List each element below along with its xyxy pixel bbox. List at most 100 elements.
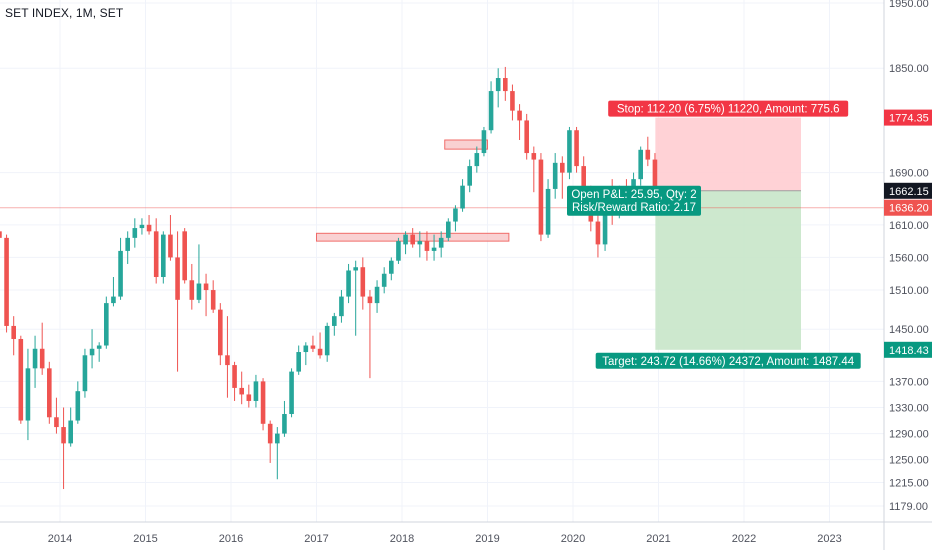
candle xyxy=(18,335,24,424)
candle-body xyxy=(303,345,309,353)
time-tick-label: 2016 xyxy=(219,533,243,545)
price-tick-label: 1250.00 xyxy=(889,455,929,467)
target-price-tag-bg xyxy=(884,341,932,358)
candle-body xyxy=(367,296,373,304)
candle-body xyxy=(538,159,544,235)
candle xyxy=(396,237,401,264)
candle-body xyxy=(360,267,366,297)
candle-body xyxy=(374,286,380,304)
candle-body xyxy=(289,371,294,415)
candle-body xyxy=(218,309,223,356)
candle-body xyxy=(510,91,515,111)
candle-body xyxy=(389,260,394,274)
candle-body xyxy=(282,414,287,434)
target-label-text: Target: 243.72 (14.66%) 24372, Amount: 1… xyxy=(602,356,855,368)
candle-body xyxy=(481,130,487,154)
candle-body xyxy=(118,250,123,297)
candle xyxy=(225,316,230,398)
target-label: Target: 243.72 (14.66%) 24372, Amount: 1… xyxy=(595,352,861,369)
candle-body xyxy=(196,283,202,300)
candle xyxy=(453,205,458,232)
price-tick-label: 1560.00 xyxy=(889,252,929,264)
candle-body xyxy=(595,221,601,245)
candle-body xyxy=(567,130,572,173)
candle xyxy=(260,378,266,431)
candle xyxy=(96,342,102,362)
stop-label: Stop: 112.20 (6.75%) 11220, Amount: 775.… xyxy=(608,100,849,117)
candle xyxy=(182,228,187,284)
candle-body xyxy=(275,433,280,444)
price-tick-label: 1330.00 xyxy=(889,402,929,414)
candle-body xyxy=(324,325,330,356)
candle xyxy=(32,335,38,388)
candle-body xyxy=(410,234,415,245)
candle-body xyxy=(232,365,237,388)
candle-body xyxy=(453,208,458,222)
candle xyxy=(403,231,408,255)
candle xyxy=(68,407,73,447)
price-tick-label: 1179.00 xyxy=(889,501,928,513)
candle xyxy=(389,257,394,281)
candle xyxy=(275,427,280,480)
candle-body xyxy=(417,241,423,245)
candle xyxy=(446,218,451,242)
candle-body xyxy=(424,241,430,251)
candle xyxy=(517,104,522,141)
last-price-tag-bg xyxy=(884,199,932,216)
candle-body xyxy=(253,381,259,401)
candle xyxy=(218,303,223,366)
price-tick-label: 1215.00 xyxy=(889,478,929,490)
candle xyxy=(360,257,366,310)
candle-body xyxy=(652,159,658,191)
candle xyxy=(310,335,316,353)
target-label-bg xyxy=(595,352,861,369)
candle-body xyxy=(182,231,187,281)
candle-body xyxy=(161,234,166,278)
candle-body xyxy=(96,345,102,349)
candle-body xyxy=(446,221,451,238)
candle-body xyxy=(210,290,216,310)
candle-body xyxy=(381,273,387,287)
candle xyxy=(431,234,437,261)
candles xyxy=(0,66,658,490)
candle xyxy=(210,280,216,313)
candle xyxy=(638,146,643,186)
candle xyxy=(488,81,494,134)
candle-body xyxy=(438,237,444,248)
target-price-tag: 1418.43 xyxy=(884,341,932,358)
price-tick-label: 1290.00 xyxy=(889,429,929,441)
candle-body xyxy=(75,391,81,421)
candle-body xyxy=(560,162,565,173)
candle xyxy=(438,231,444,258)
current-price-tag-text: 1662.15 xyxy=(889,186,929,198)
stop-label-text: Stop: 112.20 (6.75%) 11220, Amount: 775.… xyxy=(617,104,840,116)
candle xyxy=(47,361,52,424)
candle-body xyxy=(47,368,52,418)
candle-body xyxy=(189,280,195,300)
candle xyxy=(417,231,423,258)
stop-price-tag-text: 1774.35 xyxy=(889,113,929,125)
candle xyxy=(4,234,9,333)
candle-body xyxy=(488,91,494,131)
candle-body xyxy=(531,153,537,160)
candle-body xyxy=(524,120,529,154)
price-tick-label: 1510.00 xyxy=(889,285,929,297)
candle-body xyxy=(132,228,138,238)
candle xyxy=(495,68,501,108)
candle-body xyxy=(517,110,522,121)
candle-body xyxy=(552,162,558,189)
candle xyxy=(139,218,145,235)
candle xyxy=(381,267,387,294)
candle-body xyxy=(396,241,401,261)
candle xyxy=(239,371,244,405)
target-price-tag-text: 1418.43 xyxy=(889,345,929,357)
candle xyxy=(118,237,123,300)
candle xyxy=(161,231,166,284)
candle-body xyxy=(82,355,88,392)
candle xyxy=(552,153,558,199)
candle xyxy=(367,290,373,379)
candle-body xyxy=(11,325,16,339)
time-tick-label: 2017 xyxy=(304,533,328,545)
